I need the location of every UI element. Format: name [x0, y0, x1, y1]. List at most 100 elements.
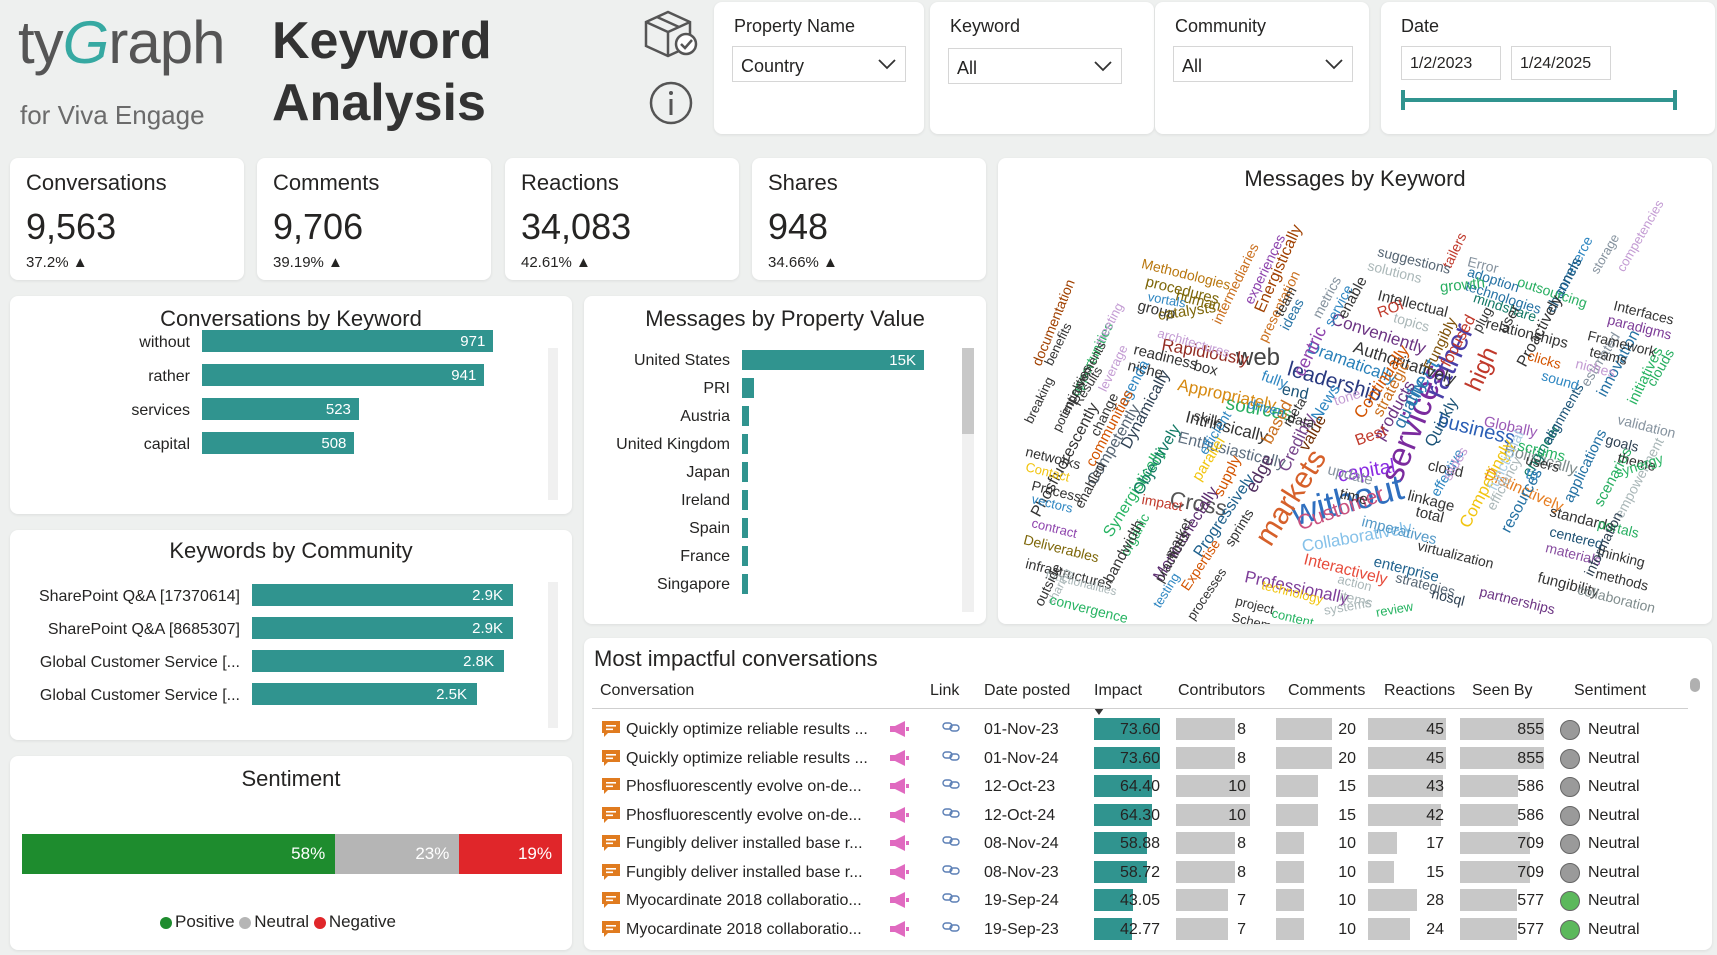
conversation-title[interactable]: Quickly optimize reliable results ... — [626, 721, 868, 738]
word-cloud-word[interactable]: slides — [1439, 443, 1471, 483]
bar[interactable] — [742, 546, 748, 566]
megaphone-icon[interactable] — [888, 777, 910, 800]
date-start-input[interactable]: 1/2/2023 — [1401, 46, 1501, 80]
table-row[interactable]: Phosfluorescently evolve on-de... 12-Oct-… — [592, 802, 1640, 830]
package-check-icon[interactable] — [642, 8, 700, 65]
link-icon[interactable] — [942, 806, 960, 825]
megaphone-icon[interactable] — [888, 834, 910, 857]
word-cloud-word[interactable]: content — [1270, 605, 1316, 624]
chat-bubble-icon[interactable] — [600, 748, 622, 773]
word-cloud-word[interactable]: alignments — [1539, 380, 1587, 447]
info-icon[interactable] — [648, 80, 694, 131]
sentiment-segment-neutral[interactable]: 23% — [335, 834, 460, 874]
conversation-title[interactable]: Fungibly deliver installed base r... — [626, 863, 863, 881]
word-cloud-word[interactable]: web — [1236, 344, 1281, 371]
col-header-conversation[interactable]: Conversation — [600, 682, 695, 699]
chat-bubble-icon[interactable] — [600, 776, 622, 801]
col-header-reactions[interactable]: Reactions — [1384, 682, 1456, 699]
chat-bubble-icon[interactable] — [600, 805, 622, 830]
word-cloud-word[interactable]: box — [1191, 357, 1220, 380]
legend-item-negative[interactable]: Negative — [313, 912, 396, 931]
bar[interactable] — [742, 462, 748, 482]
bar[interactable] — [202, 398, 359, 420]
word-cloud-word[interactable]: nosql — [1430, 585, 1467, 609]
bar[interactable] — [742, 434, 749, 454]
chat-bubble-icon[interactable] — [600, 833, 622, 858]
table-row[interactable]: Quickly optimize reliable results ... 01-… — [592, 745, 1640, 773]
date-range-end-handle[interactable] — [1673, 90, 1677, 110]
megaphone-icon[interactable] — [888, 749, 910, 772]
property-name-dropdown[interactable]: Country — [732, 46, 906, 82]
sentiment-segment-negative[interactable]: 19% — [459, 834, 562, 874]
megaphone-icon[interactable] — [888, 863, 910, 886]
scrollbar[interactable] — [548, 348, 558, 500]
date-end-input[interactable]: 1/24/2025 — [1511, 46, 1611, 80]
word-cloud-word[interactable]: partnerships — [1478, 583, 1557, 618]
col-header-impact[interactable]: Impact — [1094, 682, 1143, 699]
conversation-title[interactable]: Phosfluorescently evolve on-de... — [626, 778, 862, 795]
conversation-title[interactable]: Phosfluorescently evolve on-de... — [626, 806, 862, 824]
bar[interactable] — [742, 518, 748, 538]
col-header-sentiment[interactable]: Sentiment — [1574, 682, 1647, 699]
table-row[interactable]: Quickly optimize reliable results ... 01-… — [592, 716, 1640, 744]
date-range-start-handle[interactable] — [1401, 90, 1405, 110]
link-icon[interactable] — [942, 920, 960, 939]
conversation-title[interactable]: Myocardinate 2018 collaboratio... — [626, 920, 862, 938]
link-icon[interactable] — [942, 891, 960, 910]
link-icon[interactable] — [942, 720, 960, 739]
megaphone-icon[interactable] — [888, 920, 910, 943]
word-cloud-word[interactable]: storage — [1587, 231, 1623, 277]
legend-item-positive[interactable]: Positive — [160, 912, 235, 931]
sort-desc-icon[interactable] — [1094, 702, 1104, 720]
col-header-contributors[interactable]: Contributors — [1178, 682, 1266, 699]
megaphone-icon[interactable] — [888, 720, 910, 743]
table-row[interactable]: Myocardinate 2018 collaboratio... 19-Sep-… — [592, 916, 1640, 944]
word-cloud-word[interactable]: goals — [1604, 431, 1641, 455]
word-cloud-word[interactable]: sound — [1539, 367, 1581, 394]
word-cloud-word[interactable]: convergence — [1048, 591, 1130, 624]
community-dropdown[interactable]: All — [1173, 46, 1353, 82]
legend-item-neutral[interactable]: Neutral — [239, 912, 309, 931]
scrollbar[interactable] — [548, 582, 558, 728]
megaphone-icon[interactable] — [888, 891, 910, 914]
bar[interactable] — [202, 432, 355, 454]
word-cloud-word[interactable]: review — [1374, 598, 1415, 620]
conversation-title[interactable]: Fungibly deliver installed base r... — [626, 835, 863, 852]
word-cloud-word[interactable]: competencies — [1613, 197, 1667, 275]
bar[interactable] — [742, 350, 924, 370]
bar[interactable] — [742, 406, 749, 426]
chat-bubble-icon[interactable] — [600, 919, 622, 944]
bar[interactable] — [202, 364, 485, 386]
bar[interactable] — [742, 490, 748, 510]
word-cloud-word[interactable]: breaking — [1021, 374, 1057, 426]
keyword-dropdown[interactable]: All — [948, 48, 1122, 84]
table-row[interactable]: Myocardinate 2018 collaboratio... 19-Sep-… — [592, 887, 1640, 915]
link-icon[interactable] — [942, 777, 960, 796]
megaphone-icon[interactable] — [888, 806, 910, 829]
col-header-date[interactable]: Date posted — [984, 682, 1071, 699]
col-header-comments[interactable]: Comments — [1288, 682, 1366, 699]
bar[interactable] — [202, 330, 494, 352]
bar[interactable] — [252, 617, 513, 639]
bar[interactable] — [252, 683, 477, 705]
chat-bubble-icon[interactable] — [600, 719, 622, 744]
link-icon[interactable] — [942, 834, 960, 853]
scrollbar-thumb[interactable] — [962, 348, 974, 434]
conversation-title[interactable]: Quickly optimize reliable results ... — [626, 749, 868, 767]
scrollbar-thumb[interactable] — [1690, 678, 1700, 692]
bar[interactable] — [742, 574, 748, 594]
sentiment-segment-positive[interactable]: 58% — [22, 834, 336, 874]
table-row[interactable]: Fungibly deliver installed base r... 08-N… — [592, 830, 1640, 858]
table-row[interactable]: Phosfluorescently evolve on-de... 12-Oct-… — [592, 773, 1640, 801]
link-icon[interactable] — [942, 749, 960, 768]
link-icon[interactable] — [942, 863, 960, 882]
bar[interactable] — [742, 378, 755, 398]
conversation-title[interactable]: Myocardinate 2018 collaboratio... — [626, 892, 862, 909]
bar[interactable] — [252, 584, 513, 606]
col-header-seen-by[interactable]: Seen By — [1472, 682, 1533, 699]
table-row[interactable]: Fungibly deliver installed base r... 08-N… — [592, 859, 1640, 887]
col-header-link[interactable]: Link — [930, 682, 960, 699]
chat-bubble-icon[interactable] — [600, 890, 622, 915]
bar[interactable] — [252, 650, 504, 672]
chat-bubble-icon[interactable] — [600, 862, 622, 887]
